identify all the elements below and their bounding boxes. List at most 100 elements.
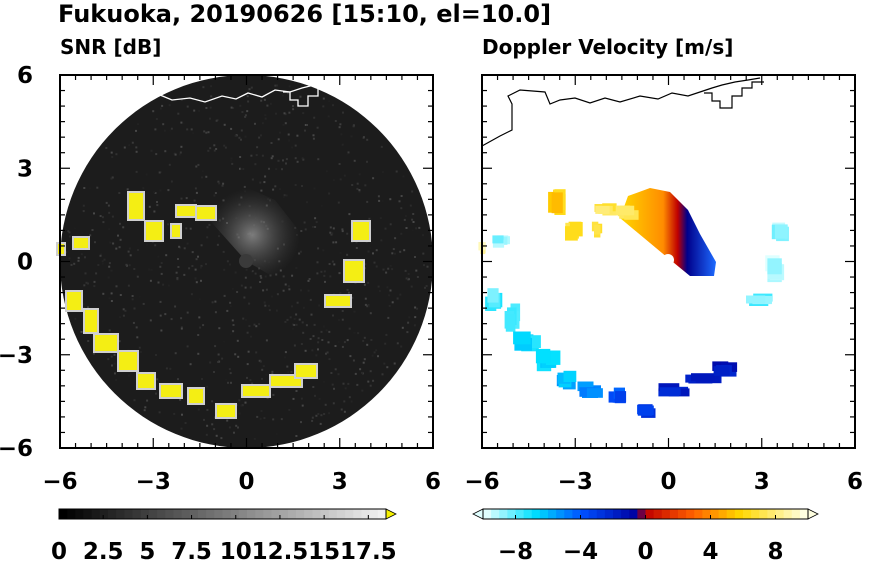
snr-noise-cell bbox=[244, 286, 247, 289]
snr-echo-cell bbox=[243, 386, 269, 396]
snr-noise-cell bbox=[107, 204, 110, 207]
snr-noise-cell bbox=[356, 383, 359, 386]
snr-noise-cell bbox=[232, 324, 235, 326]
snr-noise-cell bbox=[96, 186, 99, 189]
velocity-colorbar-cell bbox=[588, 509, 598, 519]
snr-noise-cell bbox=[201, 170, 204, 173]
velocity-colorbar-cell bbox=[702, 509, 711, 519]
snr-noise-cell bbox=[221, 357, 224, 360]
velocity-colorbar-cell bbox=[734, 509, 744, 519]
snr-noise-cell bbox=[301, 157, 304, 160]
snr-noise-cell bbox=[267, 304, 270, 307]
velocity-colorbar-cell bbox=[686, 509, 695, 519]
snr-noise-cell bbox=[320, 270, 323, 273]
snr-noise-cell bbox=[394, 237, 397, 240]
snr-noise-cell bbox=[190, 128, 193, 131]
snr-noise-cell bbox=[259, 417, 262, 420]
snr-echo-cell bbox=[74, 238, 88, 248]
snr-noise-cell bbox=[93, 280, 96, 283]
snr-noise-cell bbox=[329, 226, 332, 229]
snr-noise-cell bbox=[277, 159, 280, 162]
snr-noise-cell bbox=[320, 204, 323, 207]
snr-noise-cell bbox=[160, 329, 163, 332]
velocity-colorbar-cell bbox=[596, 509, 606, 519]
snr-noise-cell bbox=[258, 323, 261, 326]
snr-noise-cell bbox=[148, 205, 151, 208]
snr-colorbar-cell bbox=[255, 509, 264, 519]
snr-colorbar-cell bbox=[124, 509, 133, 519]
snr-colorbar-cell bbox=[271, 509, 281, 519]
snr-noise-cell bbox=[205, 175, 208, 178]
snr-noise-cell bbox=[199, 266, 202, 269]
velocity-echo-cell bbox=[658, 383, 680, 392]
snr-noise-cell bbox=[385, 333, 388, 336]
snr-colorbar-cell bbox=[181, 509, 191, 519]
snr-noise-cell bbox=[289, 316, 292, 319]
snr-noise-cell bbox=[367, 304, 370, 307]
snr-noise-cell bbox=[244, 135, 247, 138]
snr-noise-cell bbox=[260, 99, 263, 102]
snr-noise-cell bbox=[362, 339, 365, 342]
snr-noise-cell bbox=[186, 345, 189, 348]
snr-noise-cell bbox=[115, 285, 118, 288]
snr-noise-cell bbox=[425, 285, 428, 287]
snr-noise-cell bbox=[110, 300, 113, 302]
snr-noise-cell bbox=[231, 287, 234, 290]
snr-noise-cell bbox=[350, 400, 353, 403]
snr-noise-cell bbox=[135, 146, 138, 149]
snr-noise-cell bbox=[358, 190, 361, 193]
snr-noise-cell bbox=[326, 351, 329, 354]
snr-noise-cell bbox=[197, 88, 199, 91]
snr-noise-cell bbox=[284, 351, 287, 354]
snr-noise-cell bbox=[159, 107, 162, 110]
snr-noise-cell bbox=[317, 348, 319, 351]
snr-noise-cell bbox=[177, 258, 179, 260]
snr-noise-cell bbox=[290, 370, 293, 373]
snr-colorbar-cell bbox=[222, 509, 232, 519]
snr-colorbar-cell bbox=[206, 509, 215, 519]
velocity-colorbar-cell bbox=[629, 509, 638, 519]
snr-noise-cell bbox=[161, 104, 164, 107]
velocity-colorbar-cell bbox=[621, 509, 630, 519]
snr-colorbar-cell bbox=[75, 509, 84, 519]
snr-noise-cell bbox=[386, 286, 389, 289]
snr-colorbar-tick-label: 7.5 bbox=[171, 539, 212, 565]
snr-noise-cell bbox=[206, 226, 209, 229]
snr-noise-cell bbox=[209, 361, 212, 364]
velocity-colorbar-cell bbox=[710, 509, 720, 519]
snr-noise-cell bbox=[339, 291, 342, 294]
snr-noise-cell bbox=[205, 107, 208, 109]
snr-noise-cell bbox=[361, 371, 363, 374]
velocity-echo-cell bbox=[551, 192, 563, 214]
snr-noise-cell bbox=[210, 85, 213, 88]
snr-noise-cell bbox=[408, 316, 411, 319]
snr-noise-cell bbox=[264, 304, 267, 307]
snr-noise-cell bbox=[117, 234, 119, 237]
snr-noise-cell bbox=[366, 138, 369, 141]
snr-noise-cell bbox=[162, 283, 165, 286]
snr-noise-cell bbox=[304, 129, 306, 132]
snr-noise-cell bbox=[320, 414, 323, 417]
snr-noise-cell bbox=[128, 247, 131, 250]
snr-noise-cell bbox=[73, 262, 76, 265]
snr-noise-cell bbox=[332, 179, 335, 182]
snr-noise-cell bbox=[263, 98, 266, 101]
snr-noise-cell bbox=[259, 181, 262, 184]
snr-noise-cell bbox=[343, 341, 346, 344]
snr-noise-cell bbox=[189, 363, 192, 366]
snr-noise-cell bbox=[286, 318, 289, 321]
snr-echo-cell bbox=[177, 206, 195, 216]
snr-echo-cell bbox=[296, 365, 316, 377]
snr-noise-cell bbox=[368, 217, 371, 220]
snr-noise-cell bbox=[68, 257, 71, 260]
velocity-echo-cell bbox=[492, 235, 504, 244]
snr-noise-cell bbox=[367, 250, 370, 253]
snr-noise-cell bbox=[413, 324, 416, 327]
snr-noise-cell bbox=[330, 233, 333, 236]
snr-noise-cell bbox=[296, 301, 299, 304]
velocity-colorbar-cell bbox=[743, 509, 752, 519]
snr-noise-cell bbox=[186, 105, 189, 108]
snr-noise-cell bbox=[388, 304, 391, 307]
snr-noise-cell bbox=[135, 150, 138, 153]
velocity-colorbar-cell bbox=[767, 509, 776, 519]
